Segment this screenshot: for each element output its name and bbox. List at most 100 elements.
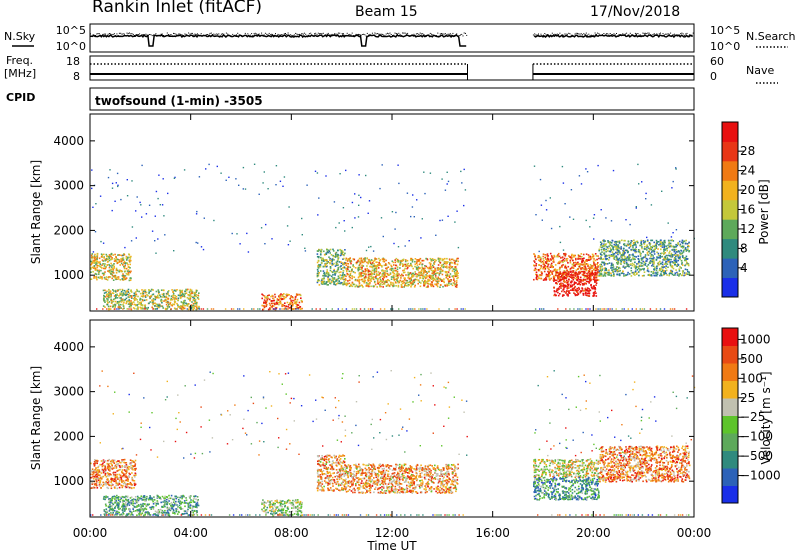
range-cell [360,260,363,262]
range-cell [559,260,561,263]
range-cell [448,274,451,277]
range-cell [671,270,674,273]
range-cell [334,273,336,275]
range-cell [550,271,552,273]
range-cell [274,293,276,296]
nsearch-point [111,34,113,35]
range-cell [654,244,657,247]
range-cell [573,264,576,267]
range-cell [653,261,655,263]
range-cell [680,274,683,277]
range-cell [366,265,368,267]
range-cell [455,260,457,262]
range-cell [632,254,634,257]
range-cell [640,257,643,260]
range-cell [442,280,445,282]
range-cell [285,305,288,308]
range-cell [634,243,637,245]
nsearch-point [538,33,539,35]
range-cell [419,257,422,260]
range-cell [593,276,595,278]
range-cell [341,253,344,255]
range-cell [585,294,587,296]
range-cell [560,287,562,289]
range-cell [113,275,116,277]
range-cell [359,266,362,268]
range-cell [93,255,96,257]
range-cell [337,275,340,278]
range-cell [284,296,287,299]
range-cell [323,281,325,283]
scatter-point [365,174,367,177]
range-cell [121,298,123,301]
range-cell [592,260,595,263]
range-cell [573,287,576,289]
range-cell [396,280,399,283]
range-cell [134,299,136,301]
range-cell [630,259,632,261]
range-cell [364,280,367,282]
range-cell [392,274,395,277]
range-cell [685,273,688,276]
range-cell [182,308,185,310]
range-cell [431,284,434,287]
range-cell [596,263,598,266]
range-cell [99,261,101,263]
range-cell [149,290,152,292]
range-cell [574,254,576,257]
range-cell [165,303,168,306]
range-cell [428,262,431,264]
nsearch-point [95,35,96,36]
range-cell [124,265,126,267]
range-cell [617,253,619,256]
range-cell [594,290,596,293]
range-cell [538,274,541,276]
range-cell [377,271,380,273]
range-cell [110,255,112,258]
range-cell [181,302,184,304]
range-cell [125,267,128,270]
nsearch-point [629,32,631,34]
range-cell [660,240,662,243]
range-cell [535,276,538,279]
nsearch-point [626,32,628,34]
nsearch-point [301,33,303,34]
range-cell [622,261,625,263]
range-cell [654,247,657,249]
range-cell [638,251,641,253]
range-cell [422,275,424,278]
range-cell [659,267,662,270]
cpid-panel-frame [89,87,695,111]
range-cell [117,269,119,272]
range-cell [294,298,297,300]
scatter-point [157,197,159,200]
range-cell [414,271,416,273]
range-cell [191,301,193,303]
range-cell [418,281,421,283]
range-cell [172,294,175,297]
range-cell [388,263,391,265]
nsearch-point [266,33,268,35]
range-cell [163,289,165,292]
range-cell [636,269,639,271]
range-cell [341,274,343,277]
range-cell [374,283,377,286]
range-cell [91,253,94,255]
nsearch-point [308,33,310,35]
range-cell [364,276,366,279]
range-cell [622,249,624,252]
range-cell [576,279,579,282]
scatter-point [318,197,320,199]
nsearch-point [588,33,590,35]
range-cell [123,293,126,296]
range-cell [652,263,654,266]
range-cell [329,248,332,251]
range-cell [601,268,604,270]
range-cell [118,304,120,306]
range-cell [193,306,195,309]
nsearch-point [225,32,227,34]
range-cell [435,259,437,262]
range-cell [164,296,167,298]
nsearch-point [188,32,190,34]
scatter-point [155,252,157,254]
